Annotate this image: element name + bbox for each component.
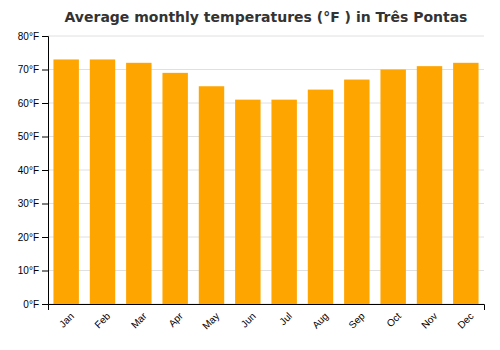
y-tick-mark [42,237,48,238]
x-tick-label: May [200,310,221,331]
x-tick: Jul [277,310,294,327]
chart: 0°F 10°F 20°F 30°F 40°F 50°F 60°F 70°F 80°F Jan Fe… [0,0,500,350]
x-axis-line [49,305,485,311]
y-tick: 30°F [18,198,48,209]
x-tick: Apr [166,310,185,329]
x-tick-label: Oct [384,310,403,329]
y-tick-label: 0°F [23,299,39,310]
x-tick: Nov [419,310,439,330]
bar [126,63,151,304]
y-tick-label: 30°F [18,198,39,209]
y-tick-label: 20°F [18,232,39,243]
bar [380,70,405,305]
y-tick: 80°F [18,31,48,42]
bar [344,80,369,304]
bar [271,100,296,304]
plot-area: 0°F 10°F 20°F 30°F 40°F 50°F 60°F 70°F 80°F Jan Fe… [18,31,485,332]
y-tick-label: 80°F [18,31,39,42]
y-tick: 60°F [18,98,48,109]
grid [48,36,484,304]
bar [417,66,442,304]
y-tick-mark [42,204,48,205]
y-tick-mark [42,36,48,37]
y-tick: 0°F [23,299,48,310]
x-tick: Feb [92,310,112,330]
x-tick-label: Nov [419,310,439,330]
y-tick-mark [42,137,48,138]
x-tick: Jun [239,310,258,329]
y-axis-line [42,37,49,305]
y-tick-label: 10°F [18,265,39,276]
x-tick-label: Mar [129,310,149,330]
bar [453,63,478,304]
title: Average monthly temperatures (°F ) in Tr… [65,9,468,25]
y-tick-mark [42,271,48,272]
y-tick: 50°F [18,131,48,142]
x-tick: May [200,310,221,331]
y-tick: 10°F [18,265,48,276]
x-tick: Mar [129,310,149,330]
y-tick-mark [42,170,48,171]
y-tick-label: 40°F [18,165,39,176]
x-tick: Dec [455,310,475,330]
y-tick-mark [42,70,48,71]
bar [90,59,115,304]
x-tick-label: Jan [57,310,76,329]
x-tick: Aug [310,310,330,330]
bar [308,90,333,304]
x-tick-label: Apr [166,310,185,329]
y-axis: 0°F 10°F 20°F 30°F 40°F 50°F 60°F 70°F 80°F [18,31,49,310]
y-tick: 40°F [18,165,48,176]
bar [199,86,224,304]
y-tick-mark [42,304,48,305]
bar [235,100,260,304]
x-tick-label: Jul [277,310,294,327]
y-tick-label: 70°F [18,64,39,75]
grid-line [48,36,484,37]
x-tick: Oct [384,310,403,329]
x-tick-label: Jun [239,310,258,329]
bar [53,59,78,304]
x-tick-label: Sep [346,310,367,331]
y-tick-mark [42,103,48,104]
x-tick: Jan [57,310,76,329]
x-tick: Sep [346,310,367,331]
x-tick-label: Aug [310,310,330,330]
x-tick-label: Dec [455,310,475,330]
bar [162,73,187,304]
x-axis: Jan Feb Mar Apr May Jun Jul Aug Sep Oct Nov Dec [49,305,485,332]
y-tick-label: 60°F [18,98,39,109]
x-tick-label: Feb [92,310,112,330]
y-tick: 70°F [18,64,48,75]
y-tick: 20°F [18,232,48,243]
y-tick-label: 50°F [18,131,39,142]
marks [53,59,478,304]
